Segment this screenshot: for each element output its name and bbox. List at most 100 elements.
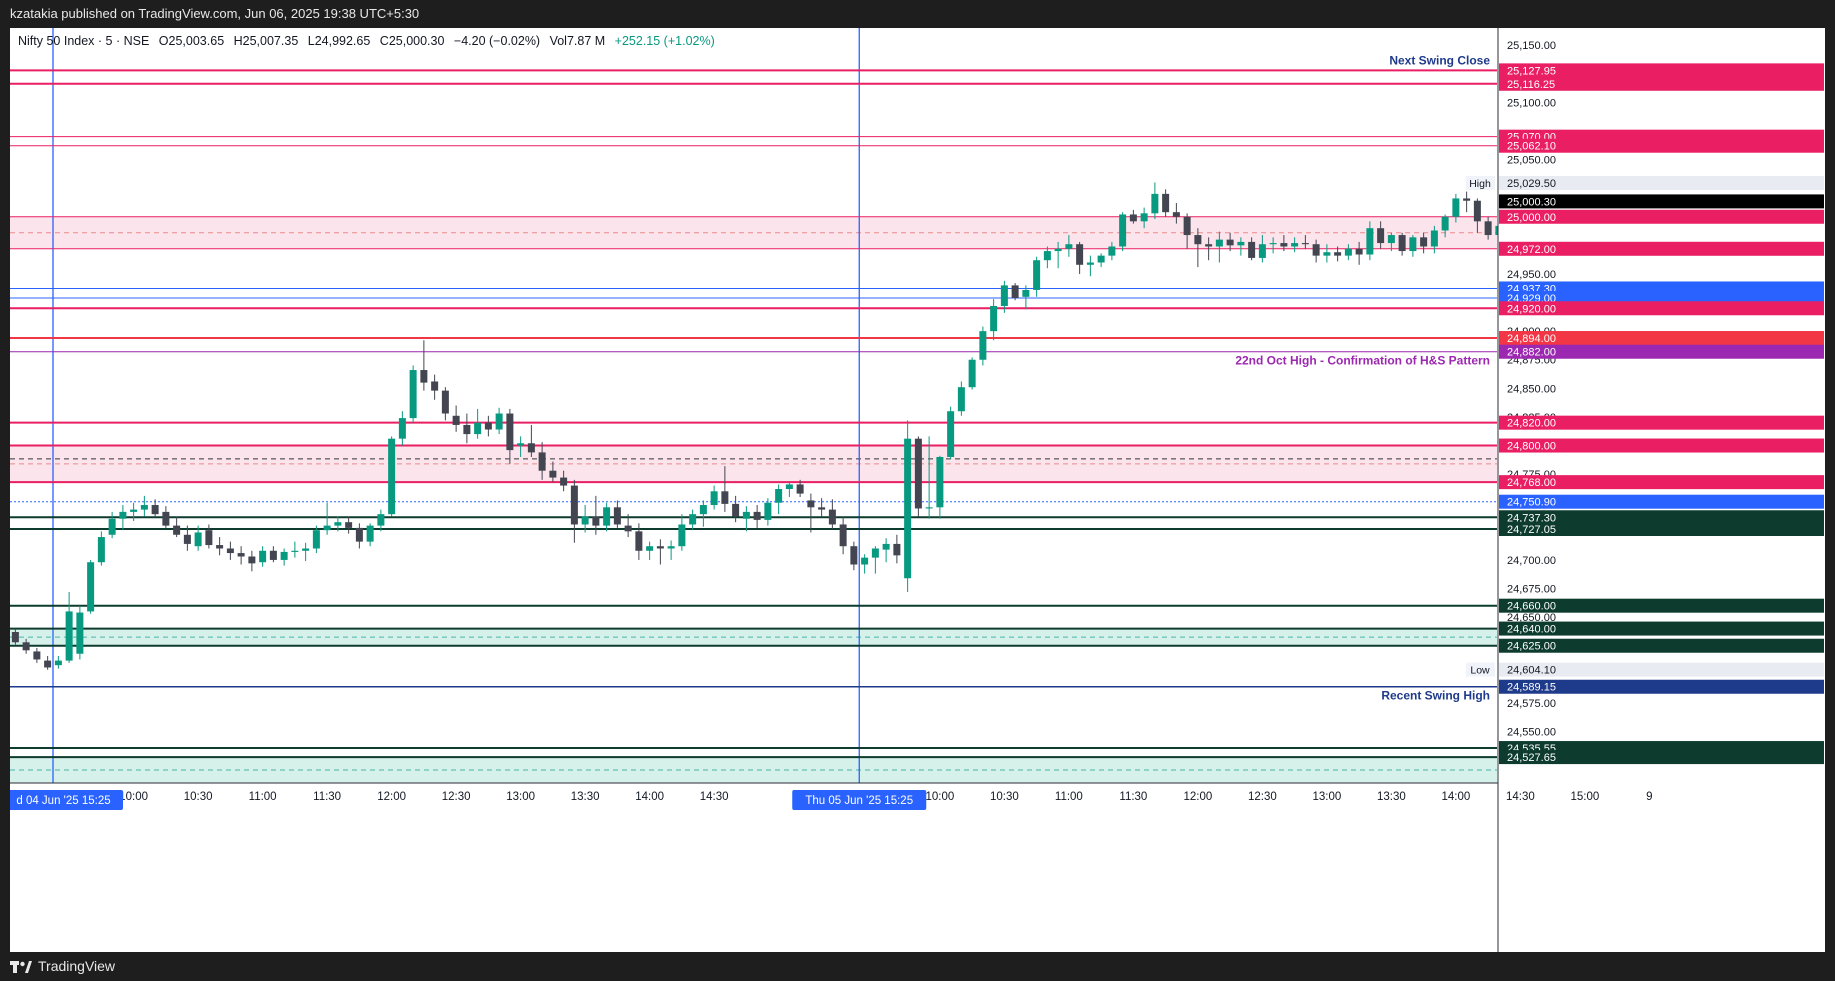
candle-body[interactable] [1140,213,1148,222]
candle-body[interactable] [1409,237,1417,252]
candle-body[interactable] [259,550,267,563]
candle-body[interactable] [44,660,52,668]
candle-body[interactable] [388,438,396,515]
candle-body[interactable] [957,387,965,412]
candle-body[interactable] [1430,230,1438,247]
candle-body[interactable] [119,511,127,519]
candle-body[interactable] [1076,244,1084,265]
candle-body[interactable] [517,443,525,446]
candle-body[interactable] [484,422,492,430]
candle-body[interactable] [1301,243,1309,245]
candle-body[interactable] [345,522,353,528]
candle-body[interactable] [302,548,310,551]
candle-body[interactable] [1441,216,1449,231]
candle-body[interactable] [904,438,912,579]
candle-body[interactable] [560,477,568,486]
candle-body[interactable] [527,443,535,453]
price-axis[interactable] [1498,28,1825,952]
candle-body[interactable] [979,331,987,360]
candle-body[interactable] [1043,251,1051,261]
chart-area[interactable]: Next Swing Close 22nd Oct High - Confirma… [10,28,1825,952]
candle-body[interactable] [194,532,202,547]
candle-body[interactable] [1334,252,1342,256]
price-chart[interactable]: Next Swing Close 22nd Oct High - Confirma… [10,28,1825,952]
candle-body[interactable] [947,411,955,457]
candle-body[interactable] [162,511,170,526]
candle-body[interactable] [323,525,331,531]
candle-body[interactable] [1151,193,1159,214]
candle-body[interactable] [1086,262,1094,265]
tradingview-brand[interactable]: TradingView [10,952,115,981]
candle-body[interactable] [33,651,41,660]
candle-body[interactable] [603,507,611,526]
candle-body[interactable] [1366,228,1374,255]
candle-body[interactable] [936,456,944,508]
candle-body[interactable] [173,525,181,535]
candle-body[interactable] [861,557,869,565]
candle-body[interactable] [76,612,84,654]
candle-body[interactable] [1065,244,1073,249]
candle-body[interactable] [1473,200,1481,222]
candle-body[interactable] [65,611,73,661]
candle-body[interactable] [1344,248,1352,256]
candle-body[interactable] [721,491,729,504]
candle-body[interactable] [1463,198,1471,201]
candle-body[interactable] [893,543,901,556]
candle-body[interactable] [1280,243,1288,247]
candle-body[interactable] [1097,255,1105,263]
candle-body[interactable] [1269,243,1277,245]
candle-body[interactable] [1323,252,1331,256]
candle-body[interactable] [1162,193,1170,213]
plot-background[interactable] [10,28,1497,783]
candle-body[interactable] [678,524,686,547]
candle-body[interactable] [226,548,234,554]
candle-body[interactable] [291,550,299,552]
candle-body[interactable] [882,543,890,550]
candle-body[interactable] [635,531,643,551]
candle-body[interactable] [1484,221,1492,236]
candle-body[interactable] [1355,248,1363,255]
candle-body[interactable] [441,390,449,414]
candle-body[interactable] [183,534,191,544]
candle-body[interactable] [130,509,138,512]
time-axis[interactable] [10,784,1497,952]
candle-body[interactable] [1387,235,1395,244]
candle-body[interactable] [1420,237,1428,247]
candle-body[interactable] [205,530,213,546]
candle-body[interactable] [409,370,417,419]
candle-body[interactable] [732,503,740,517]
candle-body[interactable] [742,511,750,519]
candle-body[interactable] [785,484,793,490]
candle-body[interactable] [990,305,998,332]
candle-body[interactable] [140,505,148,510]
candle-body[interactable] [1000,285,1008,306]
candle-body[interactable] [925,507,933,509]
candle-body[interactable] [97,537,105,563]
candle-body[interactable] [355,527,363,542]
candle-body[interactable] [538,452,546,471]
candle-body[interactable] [495,413,503,430]
candle-body[interactable] [1248,241,1256,258]
candle-body[interactable] [87,562,95,612]
candle-body[interactable] [570,485,578,525]
candle-body[interactable] [420,370,428,383]
candle-body[interactable] [1022,289,1030,297]
candle-body[interactable] [613,507,621,525]
candle-body[interactable] [269,550,277,560]
candle-body[interactable] [1183,216,1191,236]
session-date-tag[interactable] [10,790,123,810]
candle-body[interactable] [1129,214,1137,222]
candle-body[interactable] [108,518,116,535]
candle-body[interactable] [463,424,471,435]
candle-body[interactable] [280,551,288,560]
candle-body[interactable] [366,525,374,542]
candle-body[interactable] [1011,285,1019,298]
candle-body[interactable] [796,484,804,494]
candle-body[interactable] [54,660,62,666]
candle-body[interactable] [667,546,675,549]
candle-body[interactable] [968,359,976,388]
candle-body[interactable] [753,511,761,520]
session-date-tag[interactable] [792,790,927,810]
candle-body[interactable] [775,489,783,503]
candle-body[interactable] [1398,235,1406,252]
